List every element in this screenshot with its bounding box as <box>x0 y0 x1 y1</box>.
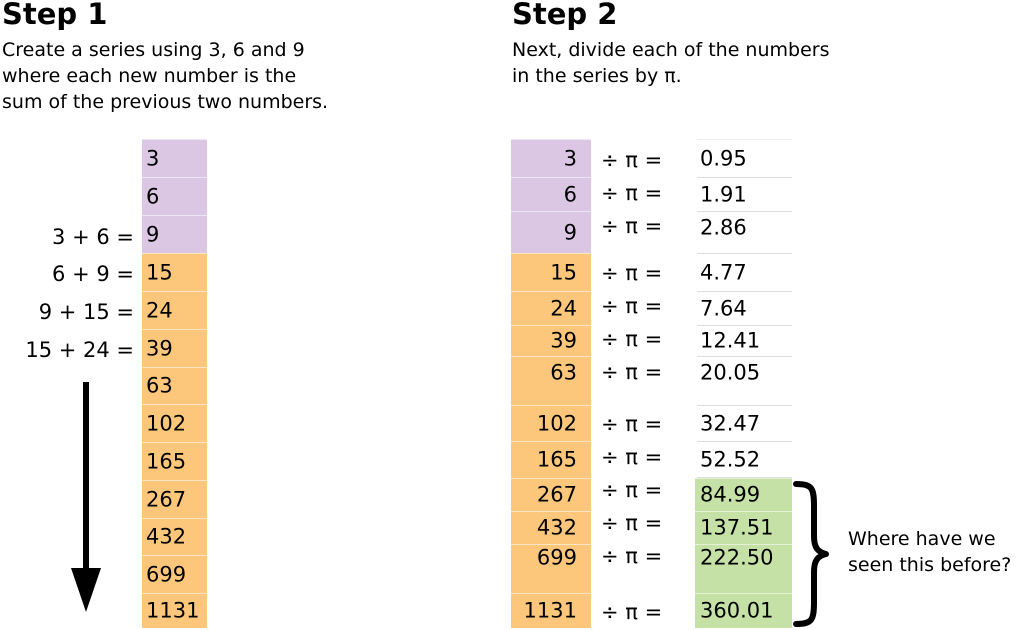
number-cell: 102 <box>511 405 591 441</box>
number-cell: 15 <box>511 253 591 291</box>
series-cell: 9 <box>142 215 207 253</box>
series-cell: 699 <box>142 555 207 593</box>
result-cell: 12.41 <box>697 325 792 356</box>
series-cell: 267 <box>142 480 207 518</box>
step2-description: Next, divide each of the numbers in the … <box>512 39 830 87</box>
result-cell: 1.91 <box>697 177 792 211</box>
number-cell: 1131 <box>511 593 591 628</box>
step1-description: Create a series using 3, 6 and 9 where e… <box>2 39 329 113</box>
divide-by-pi-label: ÷ π = <box>601 412 663 436</box>
number-cell: 63 <box>511 356 591 405</box>
equation-label: 6 + 9 = <box>52 262 134 286</box>
divide-by-pi-label: ÷ π = <box>601 261 663 285</box>
step1-title: Step 1 <box>2 0 108 31</box>
result-cell: 20.05 <box>697 356 792 405</box>
result-cell: 52.52 <box>697 441 792 478</box>
result-cell: 0.95 <box>697 139 792 177</box>
result-cell: 7.64 <box>697 291 792 325</box>
result-cell: 2.86 <box>697 211 792 253</box>
series-cell: 432 <box>142 518 207 555</box>
divide-by-pi-label: ÷ π = <box>601 294 663 318</box>
series-cell: 102 <box>142 404 207 442</box>
number-cell: 165 <box>511 441 591 478</box>
result-cell-highlight: 84.99 <box>695 478 792 511</box>
number-cell: 699 <box>511 544 591 593</box>
series-cell: 24 <box>142 291 207 329</box>
result-cell: 32.47 <box>697 405 792 441</box>
number-cell: 3 <box>511 139 591 177</box>
curly-brace-icon <box>793 481 829 627</box>
result-cell-highlight: 137.51 <box>695 511 792 544</box>
series-cell: 63 <box>142 367 207 404</box>
result-cell: 4.77 <box>697 253 792 291</box>
series-cell: 165 <box>142 442 207 480</box>
series-cell: 6 <box>142 177 207 215</box>
down-arrow-icon <box>71 382 101 612</box>
series-cell: 15 <box>142 253 207 291</box>
number-cell: 267 <box>511 478 591 511</box>
divide-by-pi-label: ÷ π = <box>601 327 663 351</box>
number-cell: 432 <box>511 511 591 544</box>
number-cell: 9 <box>511 211 591 253</box>
number-cell: 6 <box>511 177 591 211</box>
divide-by-pi-label: ÷ π = <box>601 511 663 535</box>
divide-by-pi-label: ÷ π = <box>601 181 663 205</box>
equation-label: 3 + 6 = <box>52 225 134 249</box>
divide-by-pi-label: ÷ π = <box>601 445 663 469</box>
divide-by-pi-label: ÷ π = <box>601 600 663 624</box>
series-cell: 3 <box>142 139 207 177</box>
step2-title: Step 2 <box>512 0 618 31</box>
series-cell: 39 <box>142 329 207 367</box>
divide-by-pi-label: ÷ π = <box>601 214 663 238</box>
divide-by-pi-label: ÷ π = <box>601 544 663 568</box>
divide-by-pi-label: ÷ π = <box>601 360 663 384</box>
result-cell-highlight: 222.50 <box>695 544 792 593</box>
divide-by-pi-label: ÷ π = <box>601 478 663 502</box>
question-text: Where have we seen this before? <box>848 528 1012 576</box>
series-cell: 1131 <box>142 593 207 628</box>
divide-by-pi-label: ÷ π = <box>601 148 663 172</box>
number-cell: 39 <box>511 325 591 356</box>
result-cell-highlight: 360.01 <box>695 593 792 628</box>
number-cell: 24 <box>511 291 591 325</box>
equation-label: 15 + 24 = <box>25 338 134 362</box>
equation-label: 9 + 15 = <box>38 300 134 324</box>
